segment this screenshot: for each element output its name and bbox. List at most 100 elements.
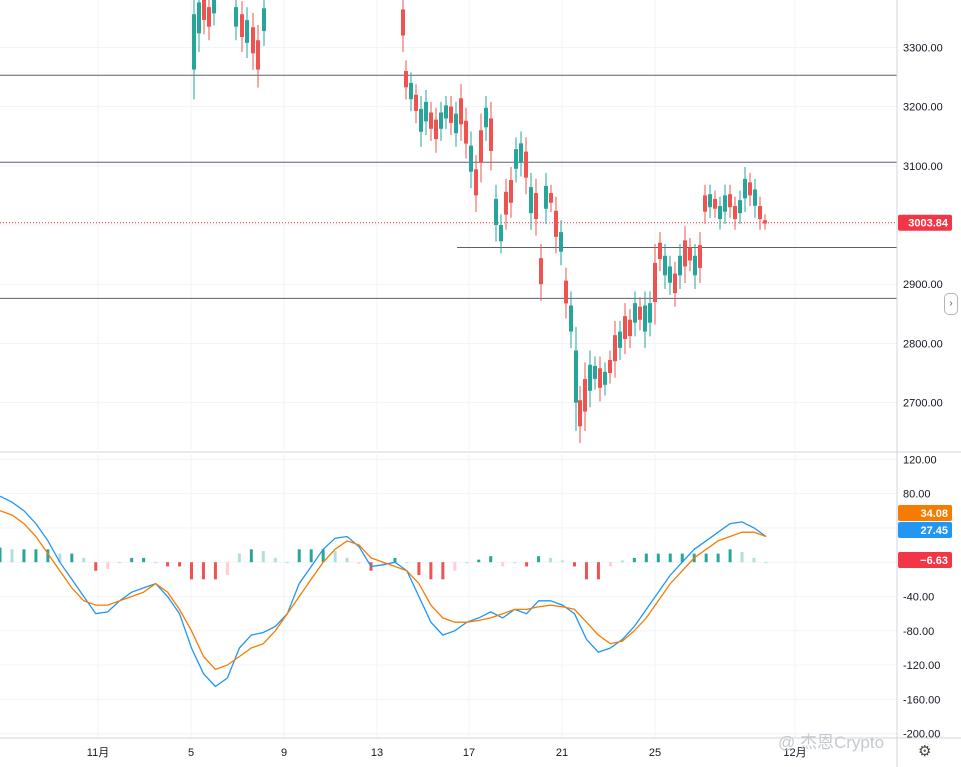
histogram-bar xyxy=(309,549,313,563)
candle-body xyxy=(549,193,553,203)
candle-body xyxy=(618,331,622,348)
candle-body xyxy=(202,0,206,20)
histogram-bar xyxy=(429,562,433,580)
candle-body xyxy=(429,112,433,129)
candle-body xyxy=(758,206,762,220)
time-axis[interactable]: 11月 5 9 13 17 21 25 12月 xyxy=(87,747,807,759)
macd-tick-label: -200.00 xyxy=(903,729,940,741)
macd-axis[interactable]: -200.00-160.00-120.00-80.00-40.000.0040.… xyxy=(903,454,940,740)
candle-body xyxy=(648,303,652,323)
histogram-bar xyxy=(321,549,325,563)
macd-tag xyxy=(898,522,952,538)
candle-body xyxy=(234,7,238,27)
watermark: @ 杰恩Crypto xyxy=(778,733,885,752)
candle-body xyxy=(514,149,518,169)
histogram-bar xyxy=(453,562,457,571)
candle-body xyxy=(414,94,418,112)
candle-body xyxy=(439,112,443,129)
histogram-bar xyxy=(0,547,2,563)
price-tick-label: 2800.00 xyxy=(903,338,943,350)
value-tags: 3003.84 34.08 27.45 −6.63 xyxy=(898,214,952,568)
histogram-bar xyxy=(357,562,361,564)
histogram-bar xyxy=(513,562,517,564)
candle-body xyxy=(409,82,413,100)
gear-icon[interactable]: ⚙ xyxy=(918,743,932,760)
candle-body xyxy=(673,273,677,294)
candle-body xyxy=(424,101,428,122)
candle-body xyxy=(578,400,582,427)
time-tick-label: 17 xyxy=(463,747,475,759)
candle-body xyxy=(643,305,647,332)
macd-histogram xyxy=(0,547,768,580)
scroll-handle-icon[interactable]: › xyxy=(944,293,958,315)
candle-body xyxy=(404,71,408,88)
candle-body xyxy=(489,118,493,151)
histogram-bar xyxy=(537,556,541,563)
histogram-bar xyxy=(584,562,588,580)
candle-body xyxy=(449,106,453,123)
candle-body xyxy=(464,120,468,144)
candle-body xyxy=(474,169,478,196)
candle-body xyxy=(718,206,722,220)
candle-body xyxy=(207,7,211,27)
histogram-bar xyxy=(393,557,397,563)
histogram-bar xyxy=(261,551,265,563)
candle-body xyxy=(743,178,747,199)
candle-body xyxy=(504,191,508,215)
histogram-bar xyxy=(82,557,86,563)
macd-tick-label: 80.00 xyxy=(903,489,931,501)
histogram-bar xyxy=(573,562,576,567)
candle-body xyxy=(663,255,667,276)
macd-tick-label: -120.00 xyxy=(903,660,940,672)
histogram-bar xyxy=(297,549,301,563)
candle-body xyxy=(419,108,423,132)
candlesticks xyxy=(192,0,767,443)
candle-body xyxy=(479,130,483,163)
histogram-bar xyxy=(46,549,50,563)
histogram-bar xyxy=(728,549,732,563)
candle-body xyxy=(658,242,662,260)
histogram-bar xyxy=(70,553,74,563)
candle-body xyxy=(748,182,752,196)
histogram-bar xyxy=(333,551,337,563)
candle-body xyxy=(554,210,558,237)
candle-body xyxy=(608,360,612,374)
histogram-bar xyxy=(740,551,744,563)
histogram-bar xyxy=(405,562,409,564)
histogram-bar xyxy=(632,557,636,563)
candle-body xyxy=(713,198,717,209)
macd-tick-label: 120.00 xyxy=(903,454,937,466)
histogram-bar xyxy=(764,562,768,564)
candle-body xyxy=(698,245,702,268)
candle-body xyxy=(256,40,260,70)
candle-body xyxy=(245,20,249,43)
candle-body xyxy=(763,220,767,224)
candle-body xyxy=(633,303,637,323)
candle-body xyxy=(519,143,523,163)
candle-body xyxy=(484,107,488,128)
histogram-bar xyxy=(130,557,134,563)
price-tick-label: 2700.00 xyxy=(903,398,943,410)
macd-tick-label: -40.00 xyxy=(903,592,934,604)
histogram-bar xyxy=(656,553,660,563)
histogram-bar xyxy=(285,562,289,564)
candle-body xyxy=(444,105,448,119)
candle-body xyxy=(454,113,458,134)
histogram-bar xyxy=(34,549,38,563)
candle-body xyxy=(683,240,687,267)
macd-tick-label: -80.00 xyxy=(903,626,934,638)
macd-tag-label: 34.08 xyxy=(920,508,948,520)
macd-tag xyxy=(898,552,952,568)
candle-body xyxy=(251,27,255,54)
histogram-bar xyxy=(166,562,170,567)
candle-body xyxy=(708,194,712,208)
candle-body xyxy=(603,371,607,385)
macd-lines xyxy=(0,495,767,688)
price-tick-label: 3200.00 xyxy=(903,102,943,114)
macd-line xyxy=(0,495,767,688)
price-tick-label: 2900.00 xyxy=(903,279,943,291)
candle-body xyxy=(583,378,587,412)
candle-body xyxy=(623,316,627,339)
